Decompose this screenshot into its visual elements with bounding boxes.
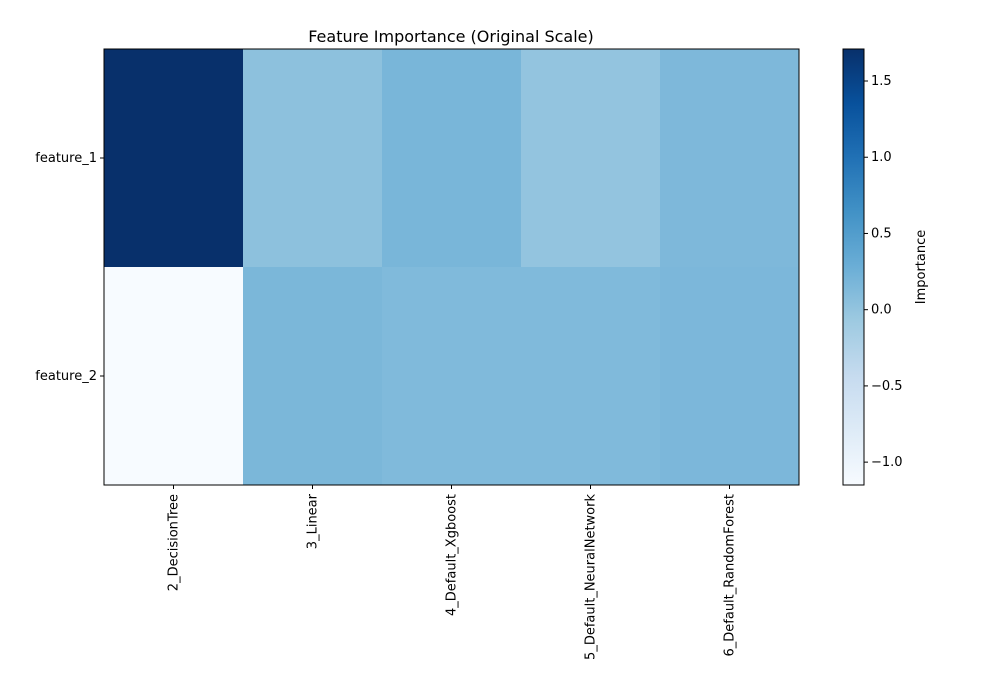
colorbar-label: Importance [914, 230, 929, 305]
colorbar-tick-label: 1.5 [871, 74, 892, 89]
y-axis: feature_1 feature_2 [35, 151, 104, 384]
colorbar-ticks: −1.0 −0.5 0.0 0.5 1.0 1.5 [864, 74, 903, 470]
x-tick-label: 2_DecisionTree [167, 494, 182, 591]
heatmap-cells [104, 49, 800, 486]
heatmap-cell [243, 49, 383, 268]
heatmap-cell [104, 267, 244, 486]
heatmap-cell [521, 49, 661, 268]
x-tick-label: 6_Default_RandomForest [723, 494, 738, 657]
heatmap-cell [660, 49, 800, 268]
colorbar-tick-label: −0.5 [871, 379, 903, 394]
heatmap-cell [382, 267, 522, 486]
x-tick-label: 5_Default_NeuralNetwork [584, 494, 599, 660]
chart-title: Feature Importance (Original Scale) [308, 27, 594, 46]
colorbar-tick-label: 1.0 [871, 150, 892, 165]
heatmap-cell [243, 267, 383, 486]
colorbar-tick-label: −1.0 [871, 455, 903, 470]
heatmap-cell [521, 267, 661, 486]
colorbar-tick-label: 0.0 [871, 303, 892, 318]
colorbar-gradient [842, 48, 865, 486]
y-tick-label: feature_2 [35, 369, 97, 384]
heatmap-cell [660, 267, 800, 486]
heatmap-cell [104, 49, 244, 268]
colorbar: −1.0 −0.5 0.0 0.5 1.0 1.5 Importance [842, 48, 929, 486]
x-tick-label: 4_Default_Xgboost [445, 494, 460, 616]
y-tick-label: feature_1 [35, 151, 97, 166]
x-tick-label: 3_Linear [306, 493, 321, 549]
colorbar-tick-label: 0.5 [871, 226, 892, 241]
heatmap-cell [382, 49, 522, 268]
x-axis: 2_DecisionTree 3_Linear 4_Default_Xgboost 5… [167, 485, 738, 660]
